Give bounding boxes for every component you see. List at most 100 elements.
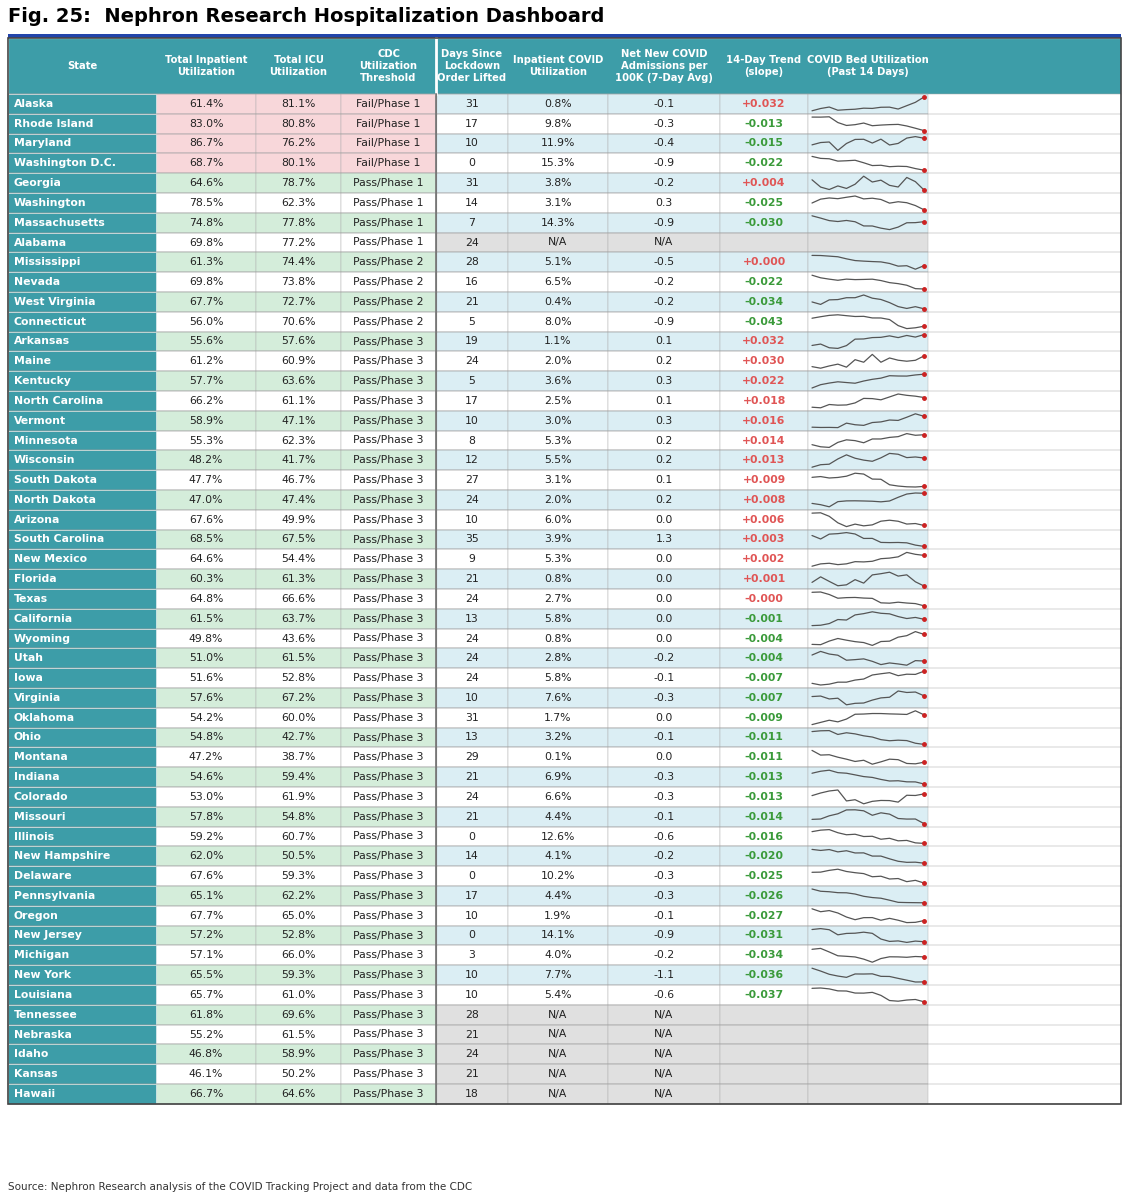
Bar: [256, 787, 341, 806]
Bar: [808, 331, 928, 352]
Bar: [8, 510, 156, 529]
Bar: [8, 748, 156, 767]
Text: 0.0: 0.0: [655, 515, 673, 524]
Bar: [341, 193, 436, 212]
Text: 67.6%: 67.6%: [189, 871, 224, 881]
Bar: [156, 450, 256, 470]
Bar: [609, 550, 720, 569]
Bar: [8, 748, 156, 767]
Text: Pass/Phase 2: Pass/Phase 2: [353, 296, 423, 307]
Text: N/A: N/A: [655, 1049, 674, 1060]
Text: 57.6%: 57.6%: [189, 692, 224, 703]
Bar: [609, 886, 720, 906]
Bar: [720, 827, 808, 846]
Bar: [341, 94, 436, 114]
Bar: [341, 410, 436, 431]
Bar: [609, 648, 720, 668]
Bar: [8, 490, 156, 510]
Bar: [256, 193, 341, 212]
Text: 0.1: 0.1: [655, 336, 673, 347]
Bar: [256, 292, 341, 312]
Text: N/A: N/A: [549, 238, 568, 247]
Text: -0.1: -0.1: [654, 673, 674, 683]
Bar: [341, 688, 436, 708]
Bar: [156, 133, 256, 154]
Text: N/A: N/A: [655, 1009, 674, 1020]
Text: Virginia: Virginia: [14, 692, 61, 703]
Text: Pass/Phase 3: Pass/Phase 3: [353, 890, 423, 901]
Bar: [808, 212, 928, 233]
Bar: [508, 866, 609, 886]
Bar: [341, 886, 436, 906]
Text: 74.4%: 74.4%: [281, 257, 316, 268]
Text: Pass/Phase 2: Pass/Phase 2: [353, 317, 423, 326]
Bar: [8, 886, 156, 906]
Text: Fail/Phase 1: Fail/Phase 1: [357, 138, 421, 149]
Bar: [256, 668, 341, 688]
Text: N/A: N/A: [655, 1069, 674, 1079]
Bar: [8, 431, 156, 450]
Bar: [808, 827, 928, 846]
Bar: [436, 550, 508, 569]
Text: 0.1: 0.1: [655, 475, 673, 485]
Text: Pass/Phase 3: Pass/Phase 3: [353, 930, 423, 941]
Text: Maine: Maine: [14, 356, 51, 366]
Text: -0.013: -0.013: [744, 119, 784, 128]
Bar: [609, 748, 720, 767]
Bar: [720, 529, 808, 550]
Bar: [8, 727, 156, 748]
Bar: [508, 1025, 609, 1044]
Text: -0.031: -0.031: [744, 930, 784, 941]
Text: N/A: N/A: [549, 1049, 568, 1060]
Bar: [256, 985, 341, 1004]
Text: 0.0: 0.0: [655, 554, 673, 564]
Text: 0.4%: 0.4%: [544, 296, 571, 307]
Bar: [341, 529, 436, 550]
Bar: [8, 946, 156, 965]
Text: Iowa: Iowa: [14, 673, 43, 683]
Text: 49.8%: 49.8%: [189, 634, 224, 643]
Bar: [508, 272, 609, 292]
Bar: [156, 470, 256, 490]
Bar: [720, 925, 808, 946]
Text: -0.1: -0.1: [654, 98, 674, 109]
Bar: [256, 154, 341, 173]
Bar: [720, 490, 808, 510]
Text: -0.2: -0.2: [654, 296, 674, 307]
Bar: [609, 94, 720, 114]
Text: 14: 14: [465, 851, 479, 862]
Bar: [436, 648, 508, 668]
Text: 61.3%: 61.3%: [189, 257, 224, 268]
Text: 60.7%: 60.7%: [281, 832, 316, 841]
Text: Pass/Phase 3: Pass/Phase 3: [353, 554, 423, 564]
Text: 55.6%: 55.6%: [189, 336, 224, 347]
Text: 17: 17: [465, 890, 479, 901]
Bar: [8, 212, 156, 233]
Bar: [8, 450, 156, 470]
Text: Pass/Phase 1: Pass/Phase 1: [353, 217, 423, 228]
Text: -0.026: -0.026: [744, 890, 784, 901]
Text: Pass/Phase 3: Pass/Phase 3: [353, 732, 423, 743]
Bar: [508, 133, 609, 154]
Text: Pass/Phase 3: Pass/Phase 3: [353, 396, 423, 406]
Bar: [720, 391, 808, 410]
Bar: [256, 529, 341, 550]
Bar: [341, 470, 436, 490]
Text: CDC
Utilization
Threshold: CDC Utilization Threshold: [359, 49, 418, 83]
Bar: [156, 906, 256, 925]
Bar: [808, 668, 928, 688]
Text: 61.5%: 61.5%: [189, 613, 224, 624]
Text: New Jersey: New Jersey: [14, 930, 82, 941]
Bar: [436, 806, 508, 827]
Bar: [436, 589, 508, 608]
Bar: [720, 748, 808, 767]
Bar: [436, 569, 508, 589]
Text: Pass/Phase 3: Pass/Phase 3: [353, 970, 423, 980]
Text: 31: 31: [465, 98, 479, 109]
Bar: [436, 946, 508, 965]
Text: Ohio: Ohio: [14, 732, 42, 743]
Bar: [720, 193, 808, 212]
Bar: [8, 410, 156, 431]
Text: Pass/Phase 3: Pass/Phase 3: [353, 1088, 423, 1099]
Bar: [8, 668, 156, 688]
